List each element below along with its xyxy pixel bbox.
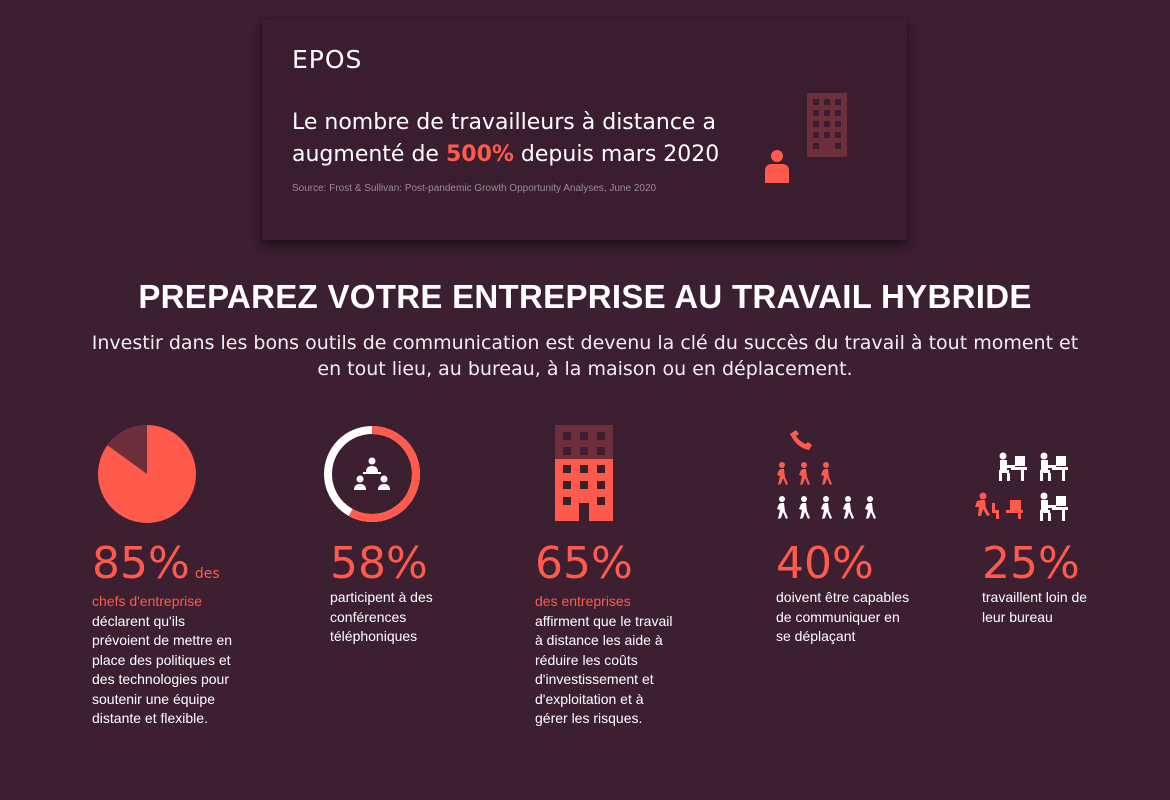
hero-card: EPOS Le nombre de travailleurs à distanc…	[262, 19, 907, 240]
epos-logo: EPOS	[292, 45, 363, 74]
pie-chart-icon	[98, 425, 196, 523]
headline-accent: 500%	[445, 142, 514, 167]
conference-ring-icon	[324, 426, 420, 522]
stat-value: 85%	[92, 538, 190, 589]
page-subtitle: Investir dans les bons outils de communi…	[91, 332, 1079, 380]
stat-lead: chefs d'entreprise	[92, 593, 203, 609]
stat-text: participent à des conférences téléphoniq…	[330, 589, 433, 644]
headline: Le nombre de travailleurs à distance a a…	[292, 110, 720, 167]
stat-40: 40% doivent être capables de communiquer…	[776, 542, 916, 647]
stat-58: 58% participent à des conférences téléph…	[330, 542, 470, 647]
stat-85: 85% des chefs d'entreprise déclarent qu'i…	[92, 542, 242, 729]
desk-workers-icon	[975, 452, 1068, 521]
stat-lead: des entreprises	[535, 593, 631, 609]
stat-text: travaillent loin de leur bureau	[982, 589, 1088, 625]
page-title: PREPAREZ VOTRE ENTREPRISE AU TRAVAIL HYB…	[138, 278, 1032, 315]
stat-text: déclarent qu'ils prévoient de mettre en …	[92, 612, 233, 727]
source-note: Source: Frost & Sullivan: Post-pandemic …	[292, 183, 657, 194]
stat-value: 65%	[535, 538, 633, 589]
stat-65: 65% des entreprises affirment que le trav…	[535, 542, 675, 729]
stat-text: doivent être capables de communiquer en …	[776, 589, 910, 644]
walking-people-icon	[777, 430, 876, 519]
stat-text: affirment que le travail à distance les …	[535, 612, 673, 727]
stat-inline: des	[194, 566, 220, 582]
remote-worker-building-icon	[765, 93, 847, 183]
stat-25: 25% travaillent loin de leur bureau	[982, 542, 1102, 627]
stat-value: 25%	[982, 538, 1080, 589]
stat-value: 58%	[330, 538, 428, 589]
stat-value: 40%	[776, 538, 874, 589]
building-icon	[555, 425, 613, 521]
